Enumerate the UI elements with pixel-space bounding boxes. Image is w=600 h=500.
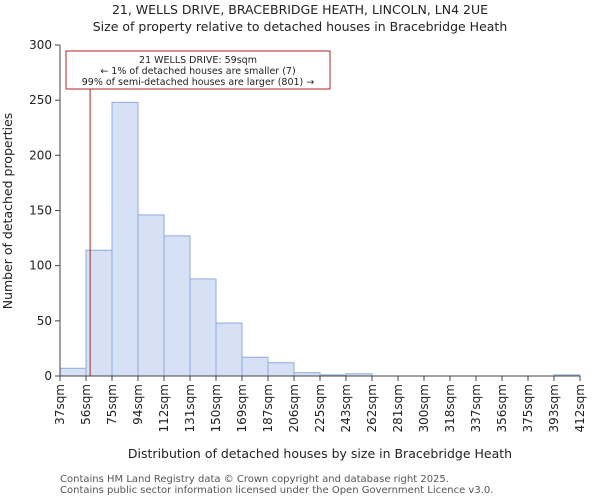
x-tick-label: 318sqm — [443, 384, 457, 432]
histogram-bar — [189, 278, 217, 377]
x-tick-label: 356sqm — [495, 384, 509, 432]
x-tick-label: 169sqm — [235, 384, 249, 432]
x-tick-label: 300sqm — [417, 384, 431, 432]
x-tick-label: 412sqm — [573, 384, 587, 432]
x-tick-label: 187sqm — [261, 384, 275, 432]
x-tick-label: 262sqm — [365, 384, 379, 432]
x-tick-label: 56sqm — [79, 384, 93, 425]
x-tick-label: 243sqm — [339, 384, 353, 432]
x-tick-label: 150sqm — [209, 384, 223, 432]
y-tick-label: 0 — [44, 369, 52, 383]
annotation-line-2: ← 1% of detached houses are smaller (7) — [100, 66, 295, 77]
histogram-bar — [163, 235, 191, 377]
histogram-bar — [59, 367, 87, 377]
x-tick-label: 281sqm — [391, 384, 405, 432]
histogram-bar — [267, 362, 295, 377]
y-tick-label: 200 — [29, 148, 52, 162]
x-tick-label: 393sqm — [547, 384, 561, 432]
y-tick-label: 100 — [29, 259, 52, 273]
y-tick-label: 50 — [37, 314, 52, 328]
x-tick-label: 112sqm — [157, 384, 171, 432]
x-tick-label: 75sqm — [105, 384, 119, 425]
annotation-line-1: 21 WELLS DRIVE: 59sqm — [139, 55, 257, 66]
histogram-bar — [215, 322, 243, 377]
footer-line-2: Contains public sector information licen… — [60, 485, 494, 496]
annotation-line-3: 99% of semi-detached houses are larger (… — [82, 77, 315, 88]
y-tick-label: 150 — [29, 204, 52, 218]
x-tick-label: 131sqm — [183, 384, 197, 432]
histogram-bar — [241, 356, 269, 377]
y-tick-label: 250 — [29, 93, 52, 107]
x-tick-label: 37sqm — [53, 384, 67, 425]
chart-title: 21, WELLS DRIVE, BRACEBRIDGE HEATH, LINC… — [111, 2, 489, 17]
x-tick-label: 94sqm — [131, 384, 145, 425]
y-tick-label: 300 — [29, 38, 52, 52]
histogram-bar — [111, 101, 139, 377]
x-tick-label: 375sqm — [521, 384, 535, 432]
x-tick-label: 337sqm — [469, 384, 483, 432]
y-axis-label: Number of detached properties — [0, 113, 15, 310]
histogram-bar — [137, 214, 165, 377]
x-tick-label: 225sqm — [313, 384, 327, 432]
x-tick-label: 206sqm — [287, 384, 301, 432]
chart-subtitle: Size of property relative to detached ho… — [92, 19, 508, 34]
x-axis-label: Distribution of detached houses by size … — [128, 446, 512, 461]
annotation-box: 21 WELLS DRIVE: 59sqm ← 1% of detached h… — [65, 50, 331, 90]
footer-line-1: Contains HM Land Registry data © Crown c… — [60, 474, 449, 485]
